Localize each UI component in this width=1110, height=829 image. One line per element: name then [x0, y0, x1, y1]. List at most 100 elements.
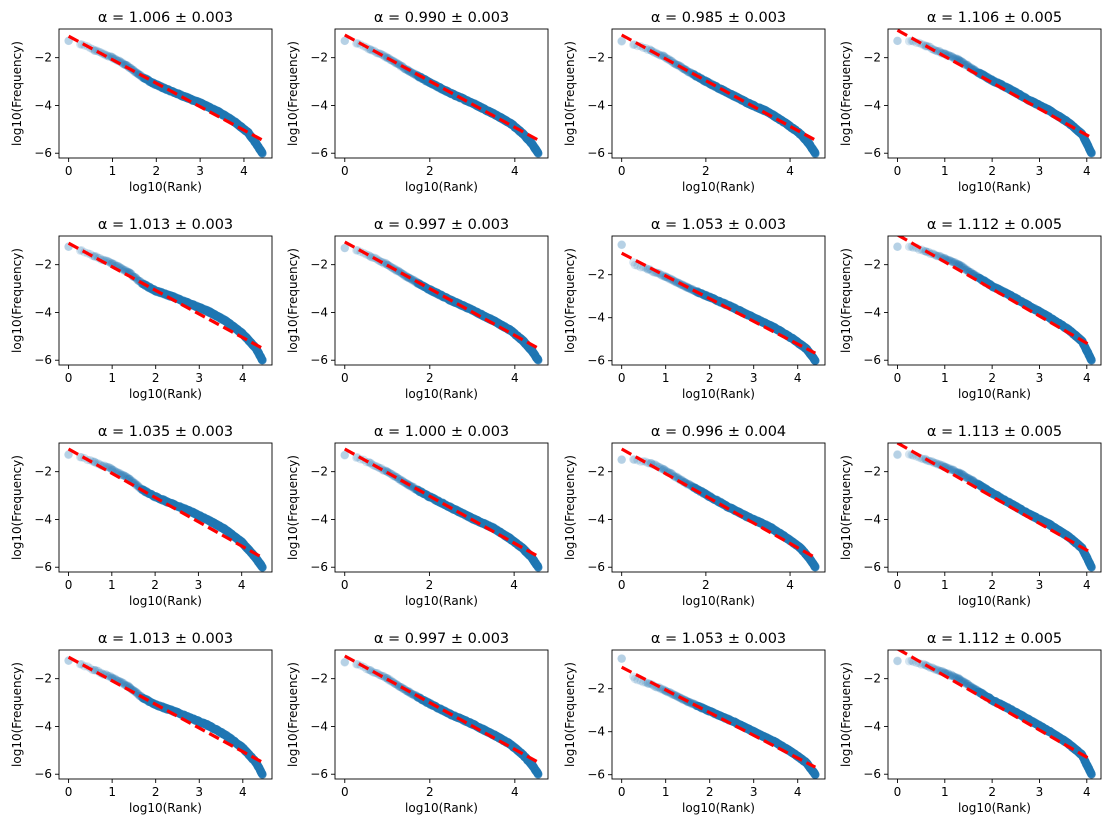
data-point [353, 246, 362, 255]
scatter-point [953, 259, 963, 269]
scatter-point [951, 54, 961, 63]
scatter-point [963, 266, 973, 275]
axes-frame [887, 28, 1102, 159]
y-ticks: −6−4−2 [587, 51, 612, 160]
y-tick-label: −6 [587, 354, 605, 368]
subplot-6: 0 2 4−6−4−2α = 0.997 ± 0.003log10(Rank)log… [286, 217, 549, 401]
scatter-point [961, 60, 970, 70]
scatter-point [629, 258, 638, 267]
scatter-series [64, 36, 267, 158]
y-tick-label: −4 [587, 311, 605, 325]
scatter-point [931, 251, 940, 260]
x-tick-label: 4 [511, 164, 519, 178]
scatter-point [120, 471, 129, 481]
y-tick-label: −4 [863, 305, 881, 319]
scatter-point [964, 267, 973, 276]
subplot-4: 0 1 2 3 4−6−4−2α = 1.106 ± 0.005log10(Rank)l… [839, 10, 1102, 194]
x-axis-label: log10(Rank) [958, 180, 1031, 194]
y-tick-label: −4 [863, 98, 881, 112]
x-tick-label: 0 [65, 371, 73, 385]
x-tick-label: 0 [65, 164, 73, 178]
x-tick-label: 3 [1036, 371, 1044, 385]
scatter-point [122, 267, 132, 276]
data-point [1006, 85, 1016, 95]
y-axis-label: log10(Frequency) [10, 248, 24, 353]
x-tick-label: 4 [1083, 164, 1091, 178]
data-point [258, 563, 267, 572]
scatter-point [919, 246, 928, 256]
x-axis-label: log10(Rank) [129, 180, 202, 194]
data-point [506, 119, 515, 128]
scatter-point [932, 46, 942, 56]
scatter-series [64, 450, 267, 572]
scatter-point [76, 40, 85, 49]
x-tick-label: 3 [750, 371, 758, 385]
y-ticks: −6−4−2 [863, 258, 888, 367]
scatter-point [893, 36, 902, 46]
scatter-point [75, 452, 85, 462]
data-point [804, 139, 814, 148]
plot-area [893, 29, 1096, 158]
x-tick-label: 3 [1036, 164, 1044, 178]
data-point [77, 453, 86, 462]
scatter-point [629, 40, 638, 50]
y-tick-label: −6 [310, 353, 328, 367]
plot-area [617, 240, 820, 365]
y-tick-label: −6 [863, 146, 881, 160]
fit-line [620, 251, 817, 355]
scatter-point [963, 61, 973, 70]
x-tick-label: 1 [662, 371, 670, 385]
axes-frame [611, 235, 826, 366]
scatter-point [617, 37, 626, 46]
x-tick-label: 2 [706, 371, 714, 385]
scatter-point [64, 450, 73, 459]
plot-area [64, 34, 267, 158]
x-tick-label: 2 [426, 371, 434, 385]
x-axis-label: log10(Rank) [958, 387, 1031, 401]
scatter-point [90, 457, 99, 467]
y-tick-label: −6 [310, 146, 328, 160]
axes-frame [58, 235, 273, 366]
data-point [185, 506, 194, 516]
scatter-point [963, 266, 972, 276]
fit-line [344, 240, 539, 350]
scatter-series [340, 36, 543, 158]
scatter-point [965, 62, 974, 72]
y-axis-label: log10(Frequency) [563, 248, 577, 353]
subplot-1: 0 1 2 3 4−6−4−2α = 1.006 ± 0.003log10(Rank)l… [10, 10, 273, 194]
data-point [340, 243, 349, 253]
scatter-point [132, 479, 141, 489]
y-ticks: −6−4−2 [863, 51, 888, 160]
axes-frame [58, 28, 273, 159]
y-axis-label: log10(Frequency) [839, 41, 853, 146]
scatter-point [949, 54, 958, 63]
y-tick-label: −2 [310, 258, 328, 272]
scatter-point [958, 262, 967, 271]
scatter-point [119, 471, 129, 480]
scatter-point [932, 251, 942, 261]
y-axis-label: log10(Frequency) [563, 41, 577, 146]
scatter-point [954, 260, 963, 269]
scatter-point [948, 257, 958, 267]
scatter-point [121, 267, 131, 276]
scatter-point [657, 271, 667, 281]
scatter-series [617, 36, 820, 158]
scatter-point [108, 259, 117, 268]
scatter-point [949, 258, 958, 267]
scatter-point [132, 274, 142, 283]
data-point [534, 149, 543, 158]
subplot-5: 0 1 2 3 4−6−4−2α = 1.013 ± 0.003log10(Rank)l… [10, 217, 273, 401]
subplot-title: α = 0.990 ± 0.003 [374, 10, 509, 26]
y-axis-label: log10(Frequency) [839, 248, 853, 353]
y-axis-label: log10(Frequency) [286, 41, 300, 146]
scatter-point [950, 258, 959, 267]
plot-area [617, 33, 820, 158]
scatter-point [107, 464, 116, 473]
subplot-title: α = 0.985 ± 0.003 [651, 10, 786, 26]
plot-area [64, 447, 267, 572]
x-tick-label: 0 [341, 371, 349, 385]
